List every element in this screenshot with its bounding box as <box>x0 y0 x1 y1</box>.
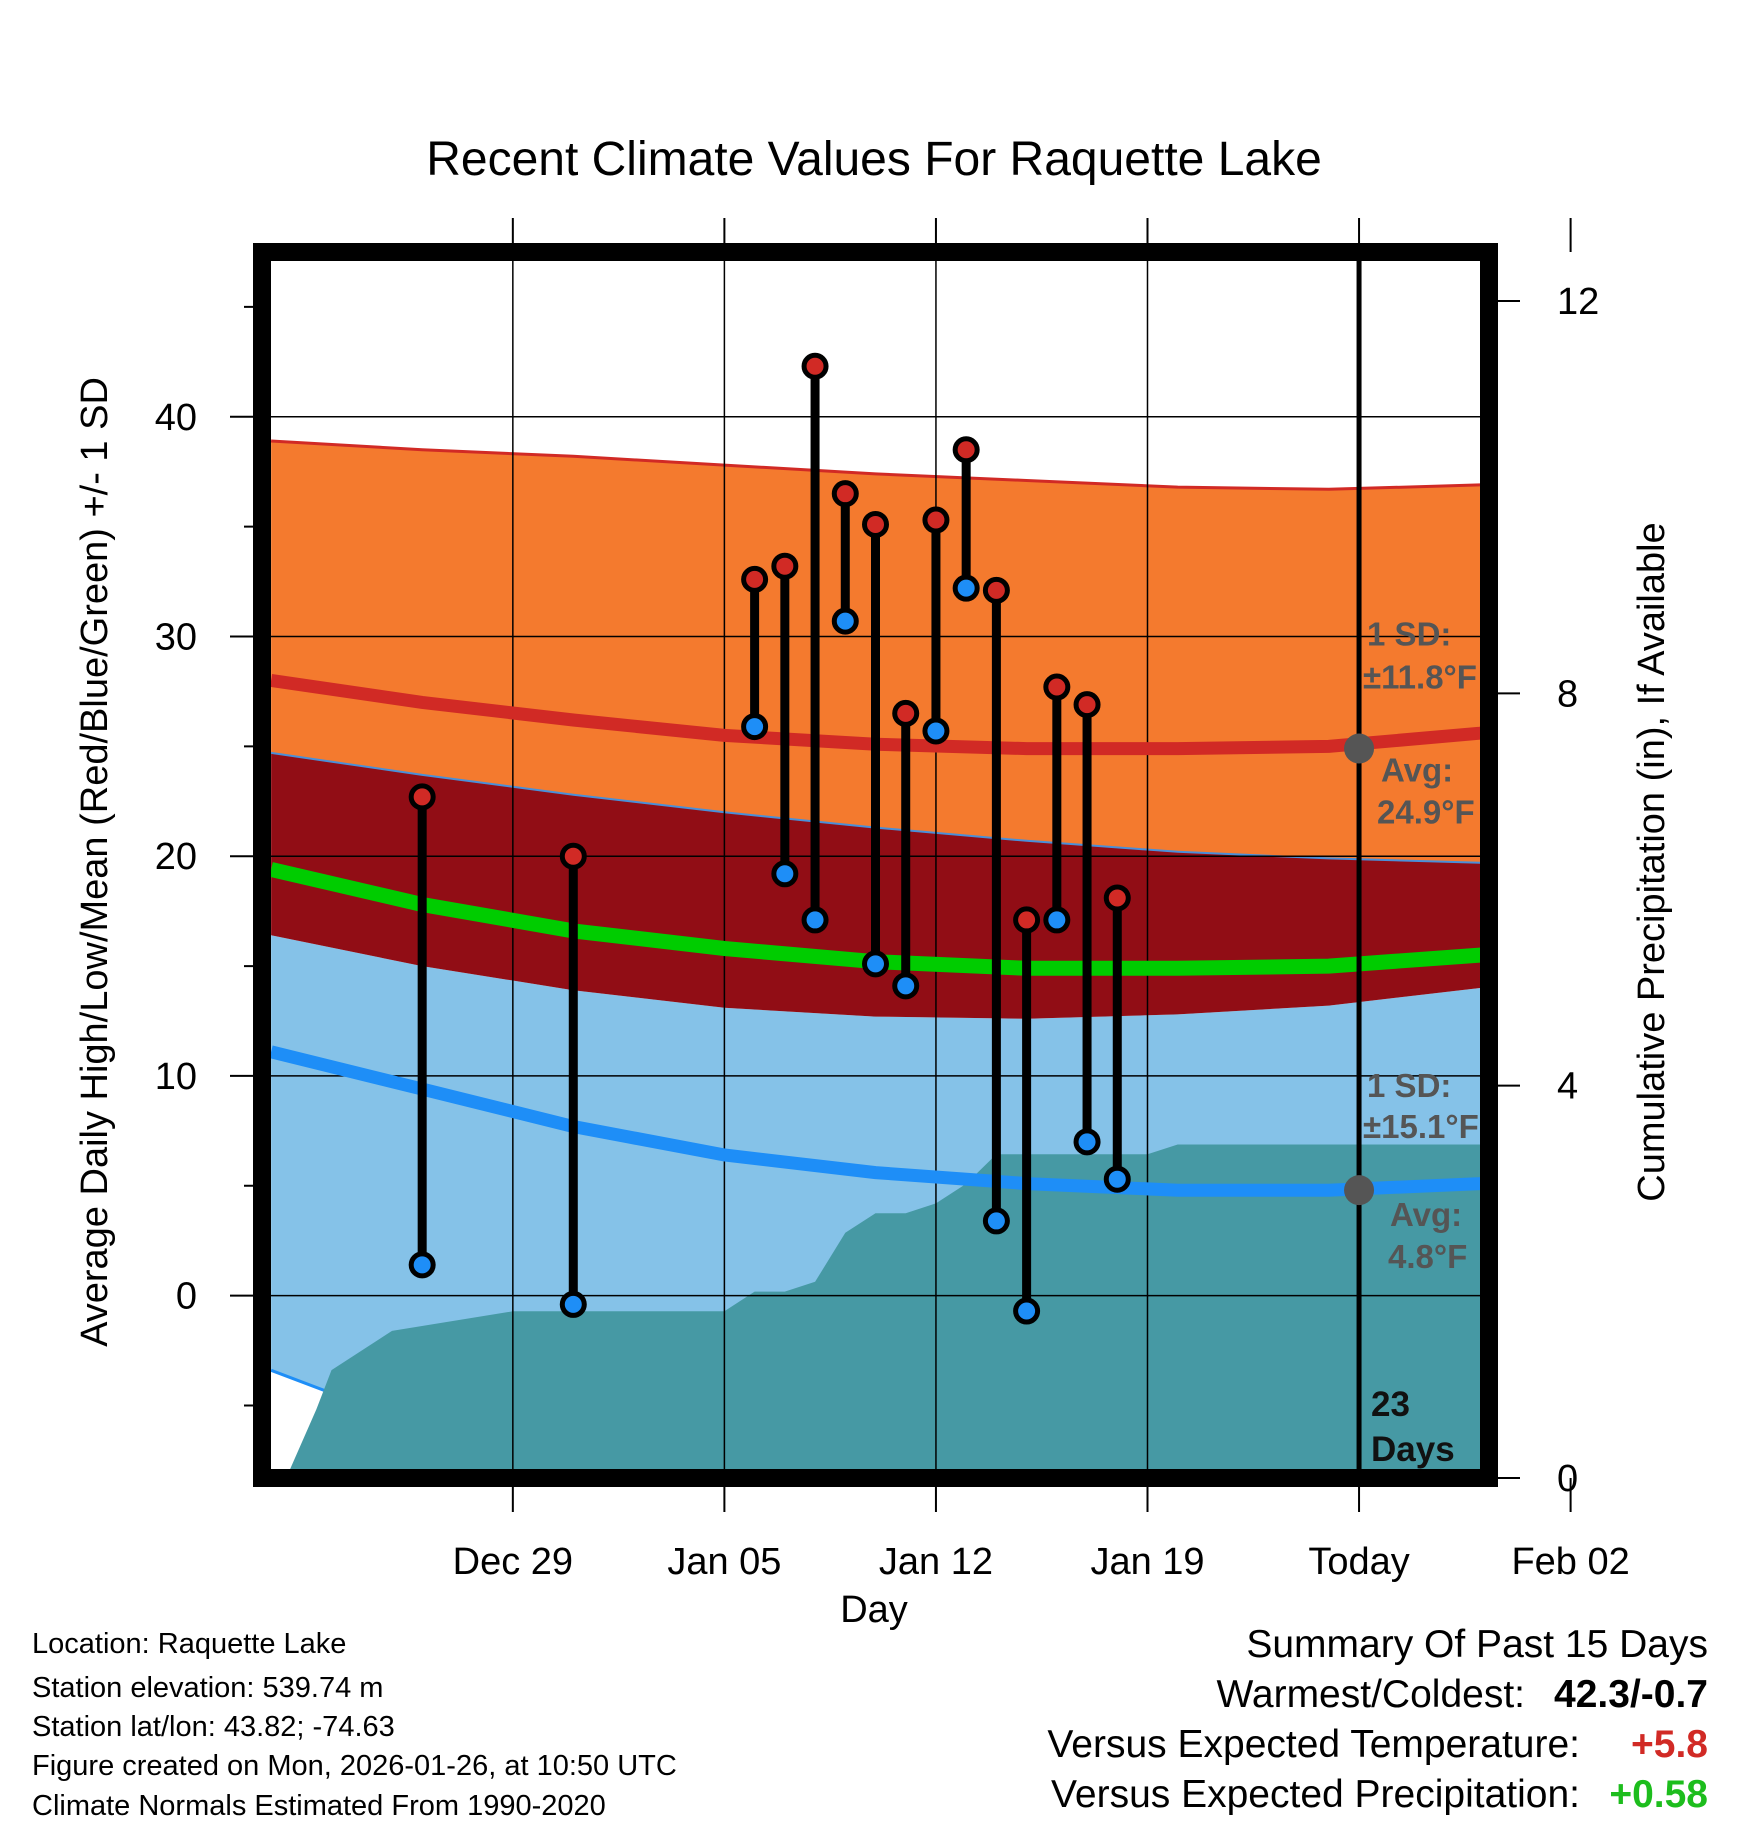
high-sd-label: 1 SD: <box>1367 616 1451 653</box>
gridlines <box>262 252 1489 1478</box>
observed-high-point <box>892 699 920 727</box>
observed-low-point <box>982 1207 1010 1235</box>
normals-text: Climate Normals Estimated From 1990-2020 <box>32 1790 606 1822</box>
observed-low-point <box>801 906 829 934</box>
observed-high-point <box>1013 906 1041 934</box>
observed-high-point <box>801 352 829 380</box>
days-count-number: 23 <box>1371 1385 1410 1424</box>
high-sd-upper-edge <box>271 439 1489 491</box>
observed-high-point <box>559 842 587 870</box>
created-text: Figure created on Mon, 2026-01-26, at 10… <box>32 1750 677 1782</box>
summary-title: Summary Of Past 15 Days <box>1246 1623 1708 1666</box>
observed-low-point <box>408 1251 436 1279</box>
observed-low-point <box>1043 906 1071 934</box>
high-sd-value: ±11.8°F <box>1363 659 1477 696</box>
precip-label: Versus Expected Precipitation: <box>1051 1773 1580 1816</box>
precip-tick-label: 8 <box>1557 673 1578 715</box>
observed-low-point <box>1013 1297 1041 1325</box>
observed-low-point <box>1073 1128 1101 1156</box>
observed-high-point <box>831 480 859 508</box>
low-avg-label: Avg: <box>1390 1196 1462 1233</box>
observed-high-point <box>862 510 889 538</box>
observed-low-point <box>559 1290 587 1318</box>
warm-cold-value: 42.3/-0.7 <box>1554 1673 1708 1716</box>
precip-tick-label: 4 <box>1557 1066 1578 1108</box>
warm-cold-label: Warmest/Coldest: <box>1216 1673 1525 1716</box>
precip-value: +0.58 <box>1609 1773 1708 1816</box>
observed-low-point <box>771 860 799 888</box>
temp-label: Versus Expected Temperature: <box>1047 1723 1580 1766</box>
observed-low-point <box>952 574 980 602</box>
y-axis-label-left: Average Daily High/Low/Mean (Red/Blue/Gr… <box>74 377 116 1347</box>
plot-area <box>262 252 1489 1478</box>
latlon-text: Station lat/lon: 43.82; -74.63 <box>32 1711 395 1743</box>
summary-temp: Versus Expected Temperature: +5.8 <box>1047 1725 1708 1764</box>
y-tick-label: 30 <box>155 616 197 658</box>
x-tick-label: Jan 19 <box>1090 1541 1204 1583</box>
normal-low-line <box>269 1045 1489 1197</box>
x-tick-label: Dec 29 <box>453 1541 573 1583</box>
today-high-avg-marker <box>1344 733 1375 764</box>
observed-low-point <box>1103 1165 1131 1193</box>
high-sd-lower-edge <box>270 751 1489 864</box>
x-tick-label: Jan 05 <box>667 1541 781 1583</box>
observed-low-point <box>922 717 950 745</box>
y-tick-label: 20 <box>155 836 197 878</box>
high-sd-band <box>271 441 1489 863</box>
observed-low-point <box>892 972 920 1000</box>
today-low-avg-marker <box>1344 1175 1375 1206</box>
x-tick-label: Feb 02 <box>1511 1541 1629 1583</box>
chart-title: Recent Climate Values For Raquette Lake <box>426 133 1322 186</box>
observed-high-point <box>1043 673 1071 701</box>
observed-high-point <box>741 565 769 593</box>
x-axis-label: Day <box>840 1589 908 1631</box>
observed-low-point <box>831 607 859 635</box>
elevation-text: Station elevation: 539.74 m <box>32 1672 384 1704</box>
low-avg-value: 4.8°F <box>1388 1238 1467 1275</box>
observed-high-point <box>1103 884 1131 912</box>
observed-high-point <box>771 552 799 580</box>
observed-high-point <box>952 436 980 464</box>
observed-high-point <box>408 783 436 811</box>
days-count-label: Days <box>1371 1430 1455 1469</box>
observed-high-point <box>982 576 1010 604</box>
normal-mean-line <box>269 862 1489 976</box>
high-avg-value: 24.9°F <box>1377 794 1475 831</box>
summary-precip: Versus Expected Precipitation: +0.58 <box>1051 1775 1708 1814</box>
observed-low-point <box>741 713 769 741</box>
axes: Dec 29 Jan 05 Jan 12 Jan 19 Today Feb 02 0 10 20… <box>155 218 1630 1583</box>
high-avg-label: Avg: <box>1381 752 1453 789</box>
low-sd-value: ±15.1°F <box>1363 1108 1479 1145</box>
summary-warm-cold: Warmest/Coldest: 42.3/-0.7 <box>1217 1675 1708 1714</box>
precipitation-area <box>286 1144 1489 1478</box>
x-tick-label: Today <box>1308 1541 1409 1583</box>
y-axis-label-right: Cumulative Precipitation (in), If Availa… <box>1631 522 1673 1201</box>
observed-high-point <box>922 506 950 534</box>
plot-frame <box>253 243 1498 1487</box>
x-tick-label: Jan 12 <box>879 1541 993 1583</box>
location-text: Location: Raquette Lake <box>32 1628 347 1660</box>
temp-value: +5.8 <box>1631 1723 1708 1766</box>
normal-high-line <box>270 673 1489 756</box>
precip-tick-label: 0 <box>1557 1458 1578 1500</box>
observed-low-point <box>862 950 889 978</box>
y-tick-label: 0 <box>176 1276 197 1318</box>
observed-high-point <box>1073 691 1101 719</box>
precip-tick-label: 12 <box>1557 281 1599 323</box>
y-tick-label: 40 <box>155 397 197 439</box>
y-tick-label: 10 <box>155 1056 197 1098</box>
low-sd-label: 1 SD: <box>1367 1067 1451 1104</box>
